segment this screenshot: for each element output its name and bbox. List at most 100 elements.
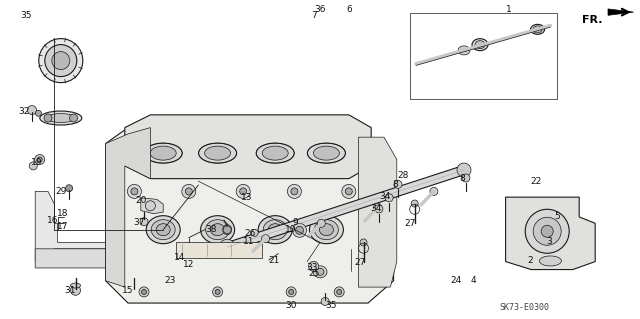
Polygon shape (35, 191, 128, 262)
Circle shape (375, 205, 383, 213)
Text: 8: 8 (393, 180, 398, 189)
Polygon shape (106, 128, 394, 303)
Circle shape (223, 226, 231, 234)
Circle shape (37, 157, 42, 162)
Polygon shape (506, 197, 595, 270)
Circle shape (131, 188, 138, 195)
Text: 22: 22 (531, 177, 542, 186)
Circle shape (289, 289, 294, 294)
Ellipse shape (472, 39, 488, 51)
Circle shape (457, 163, 471, 177)
Circle shape (296, 226, 303, 234)
Ellipse shape (309, 216, 344, 244)
Circle shape (541, 225, 553, 237)
Circle shape (28, 106, 36, 115)
Ellipse shape (262, 146, 288, 160)
Polygon shape (608, 9, 634, 15)
Polygon shape (106, 128, 150, 287)
Bar (410, 13, 557, 99)
Text: 37: 37 (134, 218, 145, 227)
Text: 5: 5 (554, 212, 559, 221)
Text: 31: 31 (65, 286, 76, 295)
Text: 20: 20 (135, 196, 147, 205)
Text: 35: 35 (20, 11, 31, 20)
Circle shape (166, 276, 173, 283)
Circle shape (35, 110, 42, 116)
Circle shape (127, 184, 141, 198)
Text: 2: 2 (527, 256, 532, 265)
Text: 24: 24 (450, 276, 461, 285)
Ellipse shape (167, 275, 185, 287)
Text: 13: 13 (241, 193, 252, 202)
Circle shape (412, 200, 418, 207)
Circle shape (286, 287, 296, 297)
Polygon shape (141, 198, 163, 214)
Ellipse shape (70, 283, 81, 288)
Circle shape (240, 188, 246, 195)
Ellipse shape (211, 224, 225, 236)
Ellipse shape (200, 216, 235, 244)
Circle shape (35, 154, 45, 165)
Polygon shape (125, 115, 371, 179)
Text: 1: 1 (506, 5, 511, 14)
Circle shape (29, 162, 37, 170)
Circle shape (552, 205, 568, 221)
Ellipse shape (540, 256, 561, 266)
Ellipse shape (543, 257, 561, 265)
Circle shape (44, 114, 52, 122)
Ellipse shape (319, 224, 333, 236)
Circle shape (556, 209, 564, 217)
Text: 6: 6 (346, 5, 351, 14)
Circle shape (430, 187, 438, 196)
Circle shape (212, 287, 223, 297)
Ellipse shape (146, 216, 180, 244)
Ellipse shape (268, 224, 282, 236)
Circle shape (39, 39, 83, 83)
Circle shape (70, 114, 77, 122)
Circle shape (462, 174, 470, 182)
Text: FR.: FR. (582, 15, 603, 25)
Ellipse shape (156, 224, 170, 236)
Text: 11: 11 (243, 237, 254, 246)
Circle shape (334, 287, 344, 297)
Circle shape (236, 184, 250, 198)
Text: 26: 26 (244, 229, 255, 238)
Ellipse shape (531, 24, 545, 34)
Ellipse shape (258, 216, 292, 244)
Text: 27: 27 (404, 219, 415, 228)
Circle shape (66, 185, 72, 192)
Ellipse shape (150, 146, 176, 160)
Text: 38: 38 (205, 225, 217, 234)
Circle shape (317, 219, 325, 227)
Ellipse shape (545, 245, 559, 257)
Text: 35: 35 (326, 301, 337, 310)
Ellipse shape (313, 266, 327, 278)
Ellipse shape (205, 146, 230, 160)
Text: 27: 27 (354, 258, 365, 267)
Text: 23: 23 (164, 276, 175, 285)
Circle shape (374, 203, 381, 211)
Circle shape (291, 188, 298, 195)
Circle shape (145, 201, 156, 211)
Ellipse shape (256, 143, 294, 163)
Circle shape (215, 289, 220, 294)
Ellipse shape (314, 220, 339, 240)
Circle shape (337, 289, 342, 294)
Circle shape (346, 188, 352, 195)
Text: 34: 34 (380, 192, 391, 201)
Text: 4: 4 (471, 276, 476, 285)
Circle shape (262, 234, 269, 243)
Ellipse shape (47, 114, 75, 122)
Ellipse shape (151, 220, 175, 240)
Ellipse shape (198, 143, 237, 163)
Circle shape (219, 239, 236, 255)
Ellipse shape (533, 26, 542, 33)
Ellipse shape (40, 111, 82, 125)
Circle shape (141, 289, 147, 294)
Text: 17: 17 (57, 222, 68, 231)
Circle shape (525, 209, 569, 253)
Text: SK73-E0300: SK73-E0300 (499, 303, 549, 312)
Text: 14: 14 (173, 253, 185, 262)
Circle shape (52, 52, 70, 70)
Ellipse shape (475, 41, 485, 49)
